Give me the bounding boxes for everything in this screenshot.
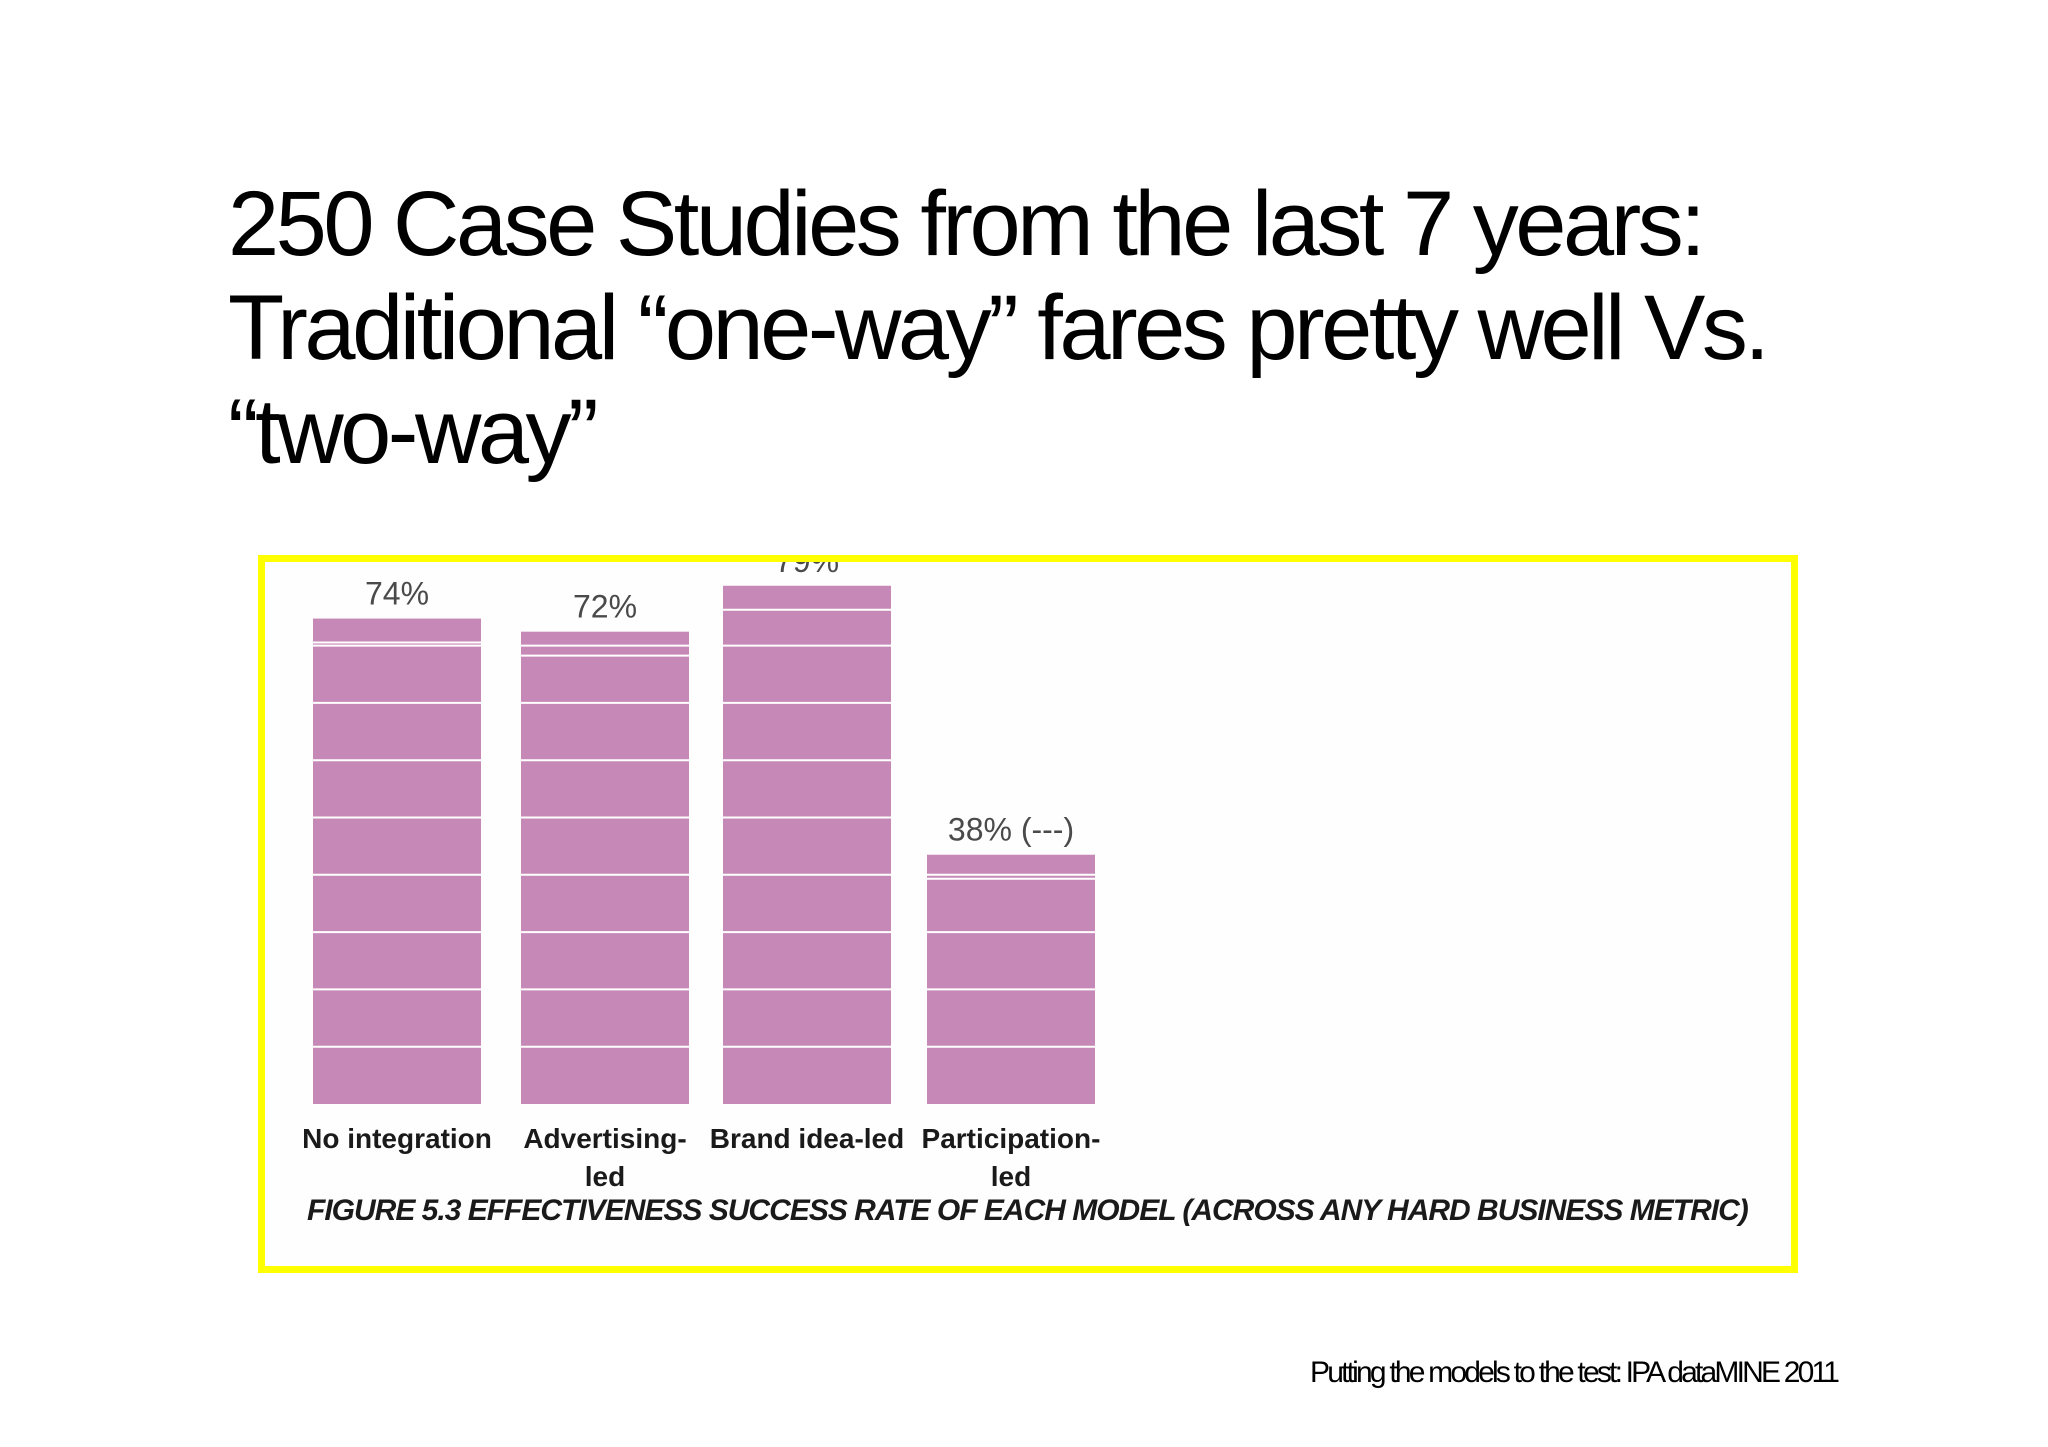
bar-chart: 74% No integration 72% Advertising-led 79% Br… [302, 562, 1101, 1192]
category-label: led [585, 1161, 625, 1192]
category-label: Brand idea-led [710, 1123, 904, 1154]
slide-title: 250 Case Studies from the last 7 years: … [228, 172, 1878, 484]
chart-frame: 74% No integration 72% Advertising-led 79% Br… [258, 555, 1798, 1273]
data-label: 79% [775, 562, 839, 579]
category-label: No integration [302, 1123, 492, 1154]
bar-group: 72% Advertising-led [521, 589, 689, 1192]
bar-group: 38% (---) Participation-led [922, 812, 1101, 1192]
source-note: Putting the models to the test: IPA data… [1310, 1356, 1840, 1389]
data-label: 74% [365, 576, 429, 612]
bar-group: 74% No integration [302, 576, 492, 1154]
category-label: led [991, 1161, 1031, 1192]
category-label: Advertising- [523, 1123, 686, 1154]
slide-title-line: 250 Case Studies from the last 7 years: [228, 173, 1706, 275]
bar [723, 585, 891, 1104]
slide-title-line: Traditional “one-way” fares pretty well … [228, 277, 1770, 379]
bar [927, 854, 1095, 1104]
bar [313, 618, 481, 1104]
category-label: Participation- [922, 1123, 1101, 1154]
slide-title-line: “two-way” [228, 381, 599, 483]
data-label: 38% (---) [948, 812, 1074, 848]
figure-caption: FIGURE 5.3 EFFECTIVENESS SUCCESS RATE OF… [307, 1194, 1749, 1227]
bar [521, 631, 689, 1104]
bar-group: 79% Brand idea-led [710, 562, 904, 1154]
data-label: 72% [573, 589, 637, 625]
